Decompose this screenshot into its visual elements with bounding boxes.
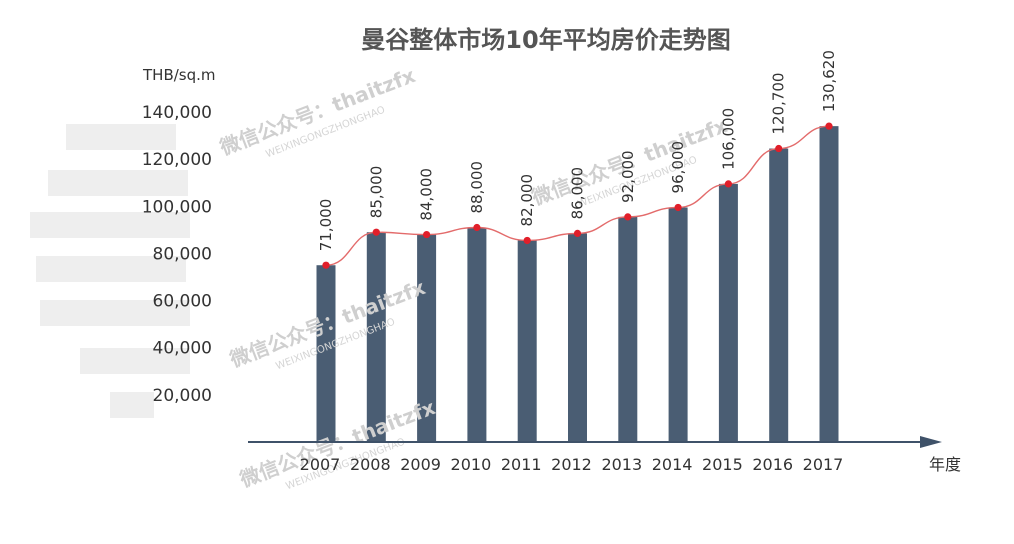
trend-point-2007 [322, 261, 330, 269]
data-labels: 71,000 85,000 84,000 88,000 82,000 86,000 92,0… [317, 50, 838, 251]
bar-2012 [568, 233, 587, 442]
x-tick-label: 2015 [702, 455, 743, 474]
x-tick-label: 2013 [601, 455, 642, 474]
trend-point-2014 [674, 203, 682, 212]
trend-point-2008 [372, 228, 380, 236]
trend-point-2010 [473, 223, 481, 232]
x-axis-arrow-icon [920, 436, 942, 448]
trend-point-2016 [775, 144, 783, 153]
data-label: 84,000 [418, 168, 436, 221]
watermark-text: 微信公众号：thaitzfx [236, 395, 439, 492]
x-tick-label: 2014 [652, 455, 693, 474]
y-tick-label: 120,000 [142, 150, 212, 170]
trend-point-2011 [523, 236, 531, 245]
bar-2011 [517, 240, 537, 442]
trend-point-2017 [825, 122, 833, 130]
trend-point-2009 [423, 230, 431, 239]
background-shapes [30, 124, 190, 418]
y-tick-label: 20,000 [153, 386, 212, 406]
x-axis-title: 年度 [929, 455, 961, 474]
data-label: 85,000 [367, 166, 385, 219]
x-tick-label: 2009 [400, 455, 441, 474]
data-label: 92,000 [619, 150, 637, 203]
bar-2014 [668, 207, 688, 442]
data-label: 82,000 [518, 174, 536, 227]
y-axis-ticks: 20,000 40,000 60,000 80,000 100,000 120,000 14… [142, 103, 212, 406]
data-label: 71,000 [317, 199, 335, 252]
bar-2016 [769, 148, 789, 443]
trend-line-group [322, 122, 833, 269]
watermark-text: 微信公众号：thaitzfx [216, 63, 419, 160]
y-axis-unit-label: THB/sq.m [142, 66, 216, 84]
bar-2010 [467, 227, 487, 442]
data-label: 96,000 [669, 141, 687, 194]
y-tick-label: 140,000 [142, 103, 212, 123]
trend-point-2015 [724, 180, 733, 188]
bar-2009 [417, 234, 437, 442]
bar-2015 [718, 183, 738, 442]
x-tick-label: 2007 [300, 455, 341, 474]
y-tick-label: 40,000 [153, 339, 212, 359]
trend-line [325, 125, 830, 266]
y-tick-label: 80,000 [153, 244, 212, 264]
y-tick-label: 100,000 [142, 197, 212, 217]
data-label: 88,000 [468, 161, 486, 214]
x-tick-label: 2010 [451, 455, 492, 474]
trend-point-2012 [573, 229, 582, 237]
bar-2013 [618, 216, 638, 442]
data-label: 120,700 [770, 73, 788, 135]
data-label: 130,620 [820, 50, 838, 112]
x-tick-label: 2017 [803, 455, 844, 474]
y-tick-label: 60,000 [153, 292, 212, 312]
x-tick-label: 2008 [350, 455, 391, 474]
data-label: 106,000 [719, 108, 737, 170]
x-tick-label: 2016 [752, 455, 793, 474]
chart-title: 曼谷整体市场10年平均房价走势图 [361, 26, 730, 54]
trend-point-2013 [624, 213, 632, 221]
x-axis [248, 436, 942, 448]
bar-2007 [316, 265, 336, 442]
x-tick-label: 2011 [501, 455, 542, 474]
data-label: 86,000 [569, 167, 587, 220]
bars [316, 126, 839, 443]
x-tick-label: 2012 [551, 455, 592, 474]
x-axis-ticks: 2007 2008 2009 2010 2011 2012 2013 2014 2015 2016… [300, 455, 844, 474]
bar-2008 [366, 232, 386, 442]
bar-2017 [819, 126, 839, 443]
